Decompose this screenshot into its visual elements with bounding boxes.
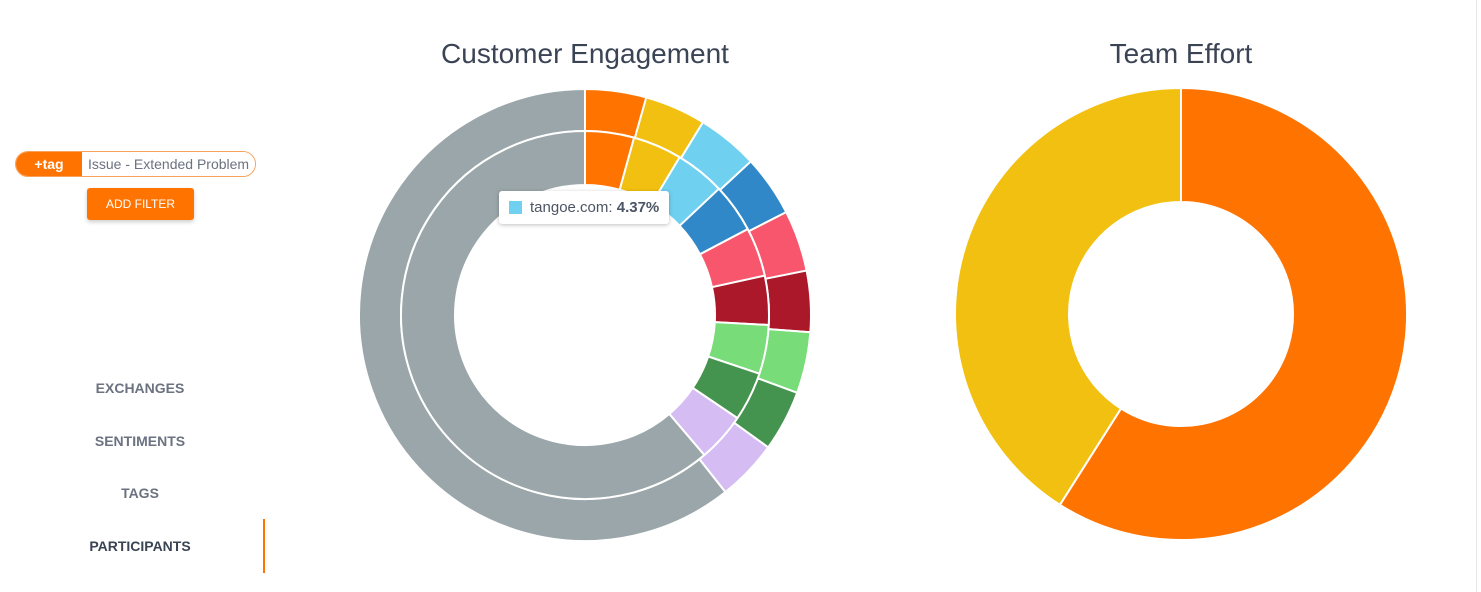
nav-sentiments[interactable]: SENTIMENTS bbox=[94, 433, 186, 449]
active-nav-indicator bbox=[263, 519, 265, 573]
tag-filter-chip[interactable]: +tag Issue - Extended Problem bbox=[15, 151, 257, 177]
chart-title-engagement: Customer Engagement bbox=[441, 38, 729, 69]
tooltip-label: tangoe.com: bbox=[530, 199, 613, 216]
effort-slice-1[interactable] bbox=[954, 87, 1182, 506]
engagement-outer-slice-5[interactable] bbox=[764, 269, 812, 334]
tooltip-value: 4.37% bbox=[616, 199, 660, 216]
tag-label: +tag bbox=[16, 152, 82, 176]
nav-participants[interactable]: PARTICIPANTS bbox=[89, 538, 191, 554]
divider bbox=[1476, 0, 1477, 592]
add-filter-button[interactable]: ADD FILTER bbox=[87, 188, 194, 220]
tooltip-swatch bbox=[509, 201, 522, 214]
nav-exchanges[interactable]: EXCHANGES bbox=[95, 380, 185, 396]
nav-tags[interactable]: TAGS bbox=[121, 485, 159, 501]
chart-title-effort: Team Effort bbox=[1109, 38, 1253, 69]
engagement-inner-slice-9[interactable] bbox=[400, 130, 706, 500]
chart-tooltip: tangoe.com: 4.37% bbox=[499, 191, 669, 224]
tag-value: Issue - Extended Problem bbox=[82, 152, 256, 176]
effort-slice-0[interactable] bbox=[1058, 87, 1408, 541]
